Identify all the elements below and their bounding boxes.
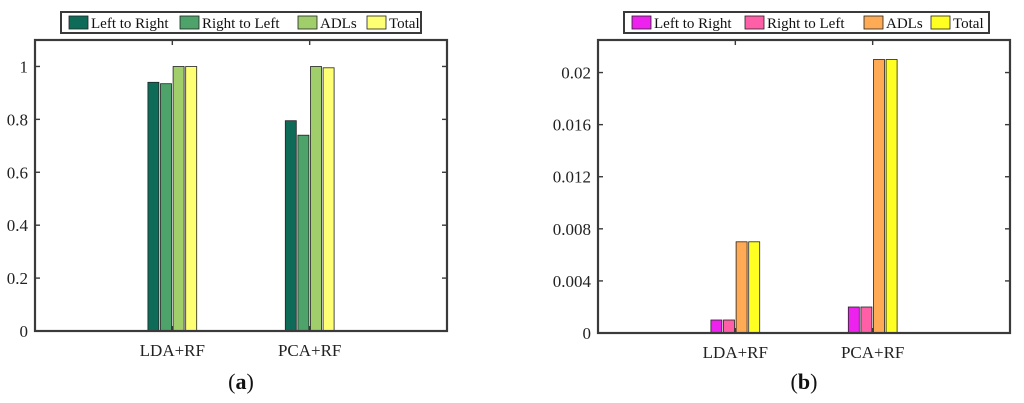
y-tick-label: 1 <box>20 57 29 76</box>
bar-adls-pca-rf <box>310 66 322 332</box>
y-tick-label: 0.8 <box>7 110 28 129</box>
legend: Left to Right Right to Left ADLs Total <box>623 11 990 34</box>
bar-left-to-right-lda-rf <box>147 81 160 332</box>
legend-swatch-right-to-left <box>179 15 200 30</box>
panel-label: (a) <box>228 369 254 394</box>
chart-panel-a: 0 0.2 0.4 0.6 0.8 1 LDA+RF PCA+RF Left to Right R… <box>7 11 449 394</box>
y-tick-label: 0.016 <box>553 116 591 135</box>
legend-swatch-total <box>366 15 387 30</box>
legend-box <box>60 11 422 34</box>
legend-label: ADLs <box>320 16 357 32</box>
bar-total-lda-rf <box>748 241 761 334</box>
y-tick-label: 0.008 <box>553 220 591 239</box>
y-tick-label: 0.4 <box>7 216 29 235</box>
y-tick-label: 0.012 <box>553 168 591 187</box>
x-tick-label: LDA+RF <box>140 341 205 360</box>
bar-total-pca-rf <box>885 59 898 334</box>
legend-swatch-total <box>930 15 951 30</box>
bar-adls-pca-rf <box>873 59 885 334</box>
legend-swatch-left-to-right <box>68 15 89 30</box>
bar-adls-lda-rf <box>735 241 748 334</box>
plot-area <box>35 40 447 331</box>
legend-label: Total <box>389 16 420 32</box>
bar-left-to-right-pca-rf <box>847 306 860 334</box>
legend-swatch-adls <box>297 15 318 30</box>
legend-swatch-right-to-left <box>744 15 765 30</box>
legend-label: Left to Right <box>91 16 169 32</box>
y-tick-label: 0 <box>583 324 592 343</box>
legend-label: Right to Left <box>767 16 845 32</box>
chart-panel-b: 0 0.004 0.008 0.012 0.016 0.02 LDA+RF PCA+RF Lef… <box>553 11 1012 394</box>
y-tick-label: 0.02 <box>561 64 591 83</box>
bar-left-to-right-pca-rf <box>284 120 297 332</box>
x-tick-label: PCA+RF <box>841 343 904 362</box>
panel-label: (b) <box>791 369 818 394</box>
legend-label: Left to Right <box>654 16 732 32</box>
x-tick-label: LDA+RF <box>703 343 768 362</box>
axes-frame <box>596 38 1012 335</box>
plot-area <box>598 40 1010 333</box>
y-tick-label: 0.2 <box>7 269 28 288</box>
x-tick-label: PCA+RF <box>278 341 341 360</box>
legend-swatch-left-to-right <box>631 15 652 30</box>
legend-box <box>623 11 990 34</box>
bar-left-to-right-lda-rf <box>710 319 723 334</box>
bar-right-to-left-lda-rf <box>160 83 172 332</box>
axes-frame <box>33 38 449 333</box>
legend-label: Right to Left <box>202 16 280 32</box>
y-tick-label: 0 <box>20 322 29 341</box>
legend: Left to Right Right to Left ADLs Total <box>60 11 422 34</box>
y-tick-label: 0.6 <box>7 163 28 182</box>
bar-right-to-left-pca-rf <box>860 306 873 334</box>
y-tick-label: 0.004 <box>553 272 592 291</box>
legend-label: ADLs <box>886 16 923 32</box>
bar-total-pca-rf <box>322 67 335 332</box>
legend-swatch-adls <box>863 15 884 30</box>
bar-total-lda-rf <box>185 66 198 332</box>
bar-right-to-left-pca-rf <box>297 134 310 332</box>
bar-right-to-left-lda-rf <box>723 319 735 334</box>
legend-label: Total <box>953 16 984 32</box>
bar-adls-lda-rf <box>172 66 185 332</box>
